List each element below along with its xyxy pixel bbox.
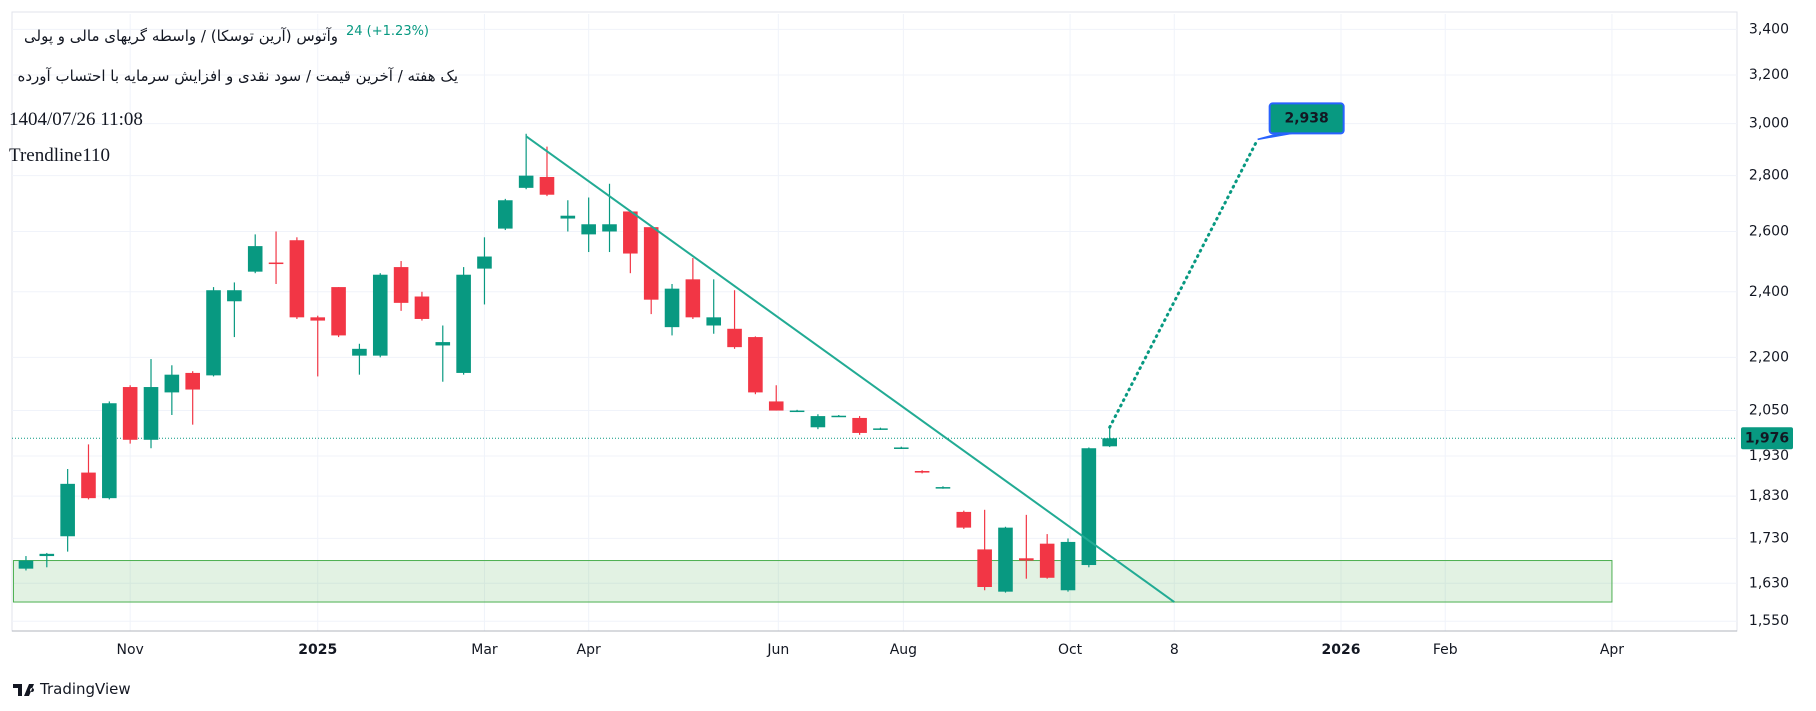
y-tick-label: 2,050 xyxy=(1749,403,1789,419)
candle-body xyxy=(560,215,576,219)
change: 24 (+1.23%) xyxy=(346,24,430,39)
candle-body xyxy=(477,256,492,269)
candle-body xyxy=(352,348,367,356)
candle-body xyxy=(456,274,471,373)
candle-body xyxy=(643,227,659,300)
candle-body xyxy=(39,553,55,557)
x-tick-label: Apr xyxy=(577,642,601,658)
y-tick-label: 1,730 xyxy=(1749,530,1789,546)
candle-body xyxy=(1019,558,1034,561)
trendline xyxy=(525,135,1175,603)
candle-body xyxy=(247,246,263,272)
x-tick-label: Mar xyxy=(471,642,498,658)
y-tick-label: 1,550 xyxy=(1749,613,1789,629)
target-label: 2,938 xyxy=(1285,110,1329,126)
candle-body xyxy=(810,416,826,428)
candle-body xyxy=(414,296,430,319)
candle-body xyxy=(852,417,867,433)
candle-body xyxy=(789,410,805,413)
candle-body xyxy=(623,211,638,254)
candle-body xyxy=(831,415,847,418)
candle-body xyxy=(206,290,221,376)
symbol: وآتوس (آرین توسکا) / واسطه گریهای مالی و… xyxy=(24,27,338,45)
y-tick-label: 3,400 xyxy=(1749,21,1789,37)
candle-body xyxy=(893,447,909,449)
candle-body xyxy=(935,487,951,489)
candle-body xyxy=(81,472,96,499)
x-tick-label: Apr xyxy=(1600,642,1624,658)
candle-body xyxy=(268,262,284,265)
candle-body xyxy=(435,342,451,346)
candle-body xyxy=(1102,438,1117,447)
candle-body xyxy=(331,287,346,336)
target-projection xyxy=(1108,137,1260,429)
y-tick-label: 2,800 xyxy=(1749,168,1789,184)
candle-body xyxy=(685,279,701,318)
price-label: 1,976 xyxy=(1745,430,1789,446)
candle-body xyxy=(706,317,722,326)
candle-body xyxy=(164,374,180,393)
candle-body xyxy=(768,401,784,411)
candle-body xyxy=(1081,448,1097,566)
price-badge xyxy=(1741,427,1793,450)
brand-logo xyxy=(13,684,35,696)
brand: TradingView xyxy=(40,680,131,698)
candle-body xyxy=(227,290,242,302)
candle-body xyxy=(581,224,596,235)
x-tick-label: 8 xyxy=(1170,642,1179,658)
candle-body xyxy=(1060,541,1076,591)
y-tick-label: 3,200 xyxy=(1749,67,1789,83)
candle-body xyxy=(122,387,138,440)
candle-body xyxy=(602,224,617,232)
y-tick-label: 2,400 xyxy=(1749,284,1789,300)
candle-body xyxy=(977,549,992,588)
x-tick-label: 2026 xyxy=(1322,642,1361,658)
candle-body xyxy=(956,511,972,528)
candle-body xyxy=(914,470,930,473)
y-tick-label: 1,830 xyxy=(1749,488,1789,504)
candle-body xyxy=(539,176,555,195)
x-tick-label: 2025 xyxy=(298,642,337,658)
study: Trendline110 xyxy=(9,145,110,166)
x-tick-label: Jun xyxy=(766,642,789,658)
candle-body xyxy=(727,328,742,348)
x-tick-label: Oct xyxy=(1058,642,1083,658)
candle-body xyxy=(289,240,305,318)
x-tick-label: Nov xyxy=(117,642,144,658)
candle-body xyxy=(60,483,75,537)
candle-body xyxy=(372,274,388,356)
candle-body xyxy=(185,372,200,390)
candle-body xyxy=(518,175,534,188)
candle-body xyxy=(664,288,680,328)
y-tick-label: 1,630 xyxy=(1749,575,1789,591)
y-tick-label: 3,000 xyxy=(1749,116,1789,132)
candle-body xyxy=(393,267,409,303)
candle-body xyxy=(748,337,763,393)
x-tick-label: Feb xyxy=(1433,642,1458,658)
candle-body xyxy=(873,428,888,430)
target-box xyxy=(1268,102,1345,135)
y-tick-label: 2,600 xyxy=(1749,223,1789,239)
candle-body xyxy=(102,403,117,499)
y-tick-label: 1,930 xyxy=(1749,448,1789,464)
candle-body xyxy=(310,317,326,321)
candle-body xyxy=(18,560,34,569)
subtitle: یک هفته / آخرین قیمت / سود نقدی و افزایش… xyxy=(17,67,458,85)
datetime: 1404/07/26 11:08 xyxy=(9,109,143,130)
candle-body xyxy=(498,200,513,229)
candle-body xyxy=(1039,543,1055,578)
support-zone xyxy=(12,560,1613,603)
x-tick-label: Aug xyxy=(890,642,917,658)
candle-body xyxy=(143,387,159,440)
y-tick-label: 2,200 xyxy=(1749,349,1789,365)
candle-body xyxy=(998,527,1013,592)
